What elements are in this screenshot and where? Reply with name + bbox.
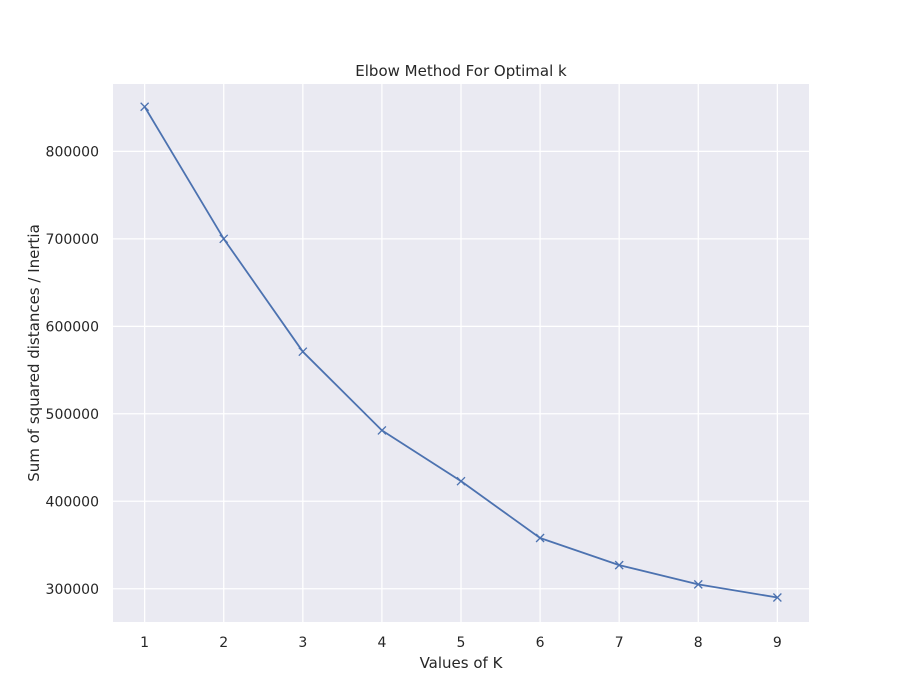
data-point-marker	[614, 560, 624, 570]
data-point-marker	[535, 533, 545, 543]
chart-title: Elbow Method For Optimal k	[355, 62, 567, 80]
data-point-marker	[219, 234, 229, 244]
data-point-marker	[298, 347, 308, 357]
y-axis-label: Sum of squared distances / Inertia	[25, 224, 43, 482]
x-axis-label: Values of K	[420, 654, 504, 672]
y-tick-label: 600000	[46, 319, 99, 335]
data-point-marker	[456, 476, 466, 486]
y-tick-labels: 300000 400000 500000 600000 700000 800000	[46, 144, 99, 597]
x-tick-label: 9	[773, 635, 782, 651]
x-tick-label: 5	[457, 635, 466, 651]
x-tick-label: 8	[694, 635, 703, 651]
x-tick-label: 3	[298, 635, 307, 651]
x-tick-label: 7	[615, 635, 624, 651]
data-point-marker	[377, 425, 387, 435]
y-tick-label: 400000	[46, 494, 99, 510]
data-point-marker	[140, 102, 150, 112]
x-tick-label: 4	[377, 635, 386, 651]
series-layer	[140, 102, 782, 602]
x-tick-labels: 1 2 3 4 5 6 7 8 9	[140, 635, 782, 651]
x-gridlines	[144, 84, 778, 622]
x-tick-label: 6	[536, 635, 545, 651]
x-tick-label: 2	[219, 635, 228, 651]
y-gridlines	[113, 150, 809, 590]
y-tick-label: 300000	[46, 582, 99, 598]
y-tick-label: 500000	[46, 407, 99, 423]
data-point-marker	[693, 579, 703, 589]
data-point-marker	[772, 593, 782, 602]
y-tick-label: 800000	[46, 144, 99, 160]
x-tick-label: 1	[140, 635, 149, 651]
y-tick-label: 700000	[46, 232, 99, 248]
